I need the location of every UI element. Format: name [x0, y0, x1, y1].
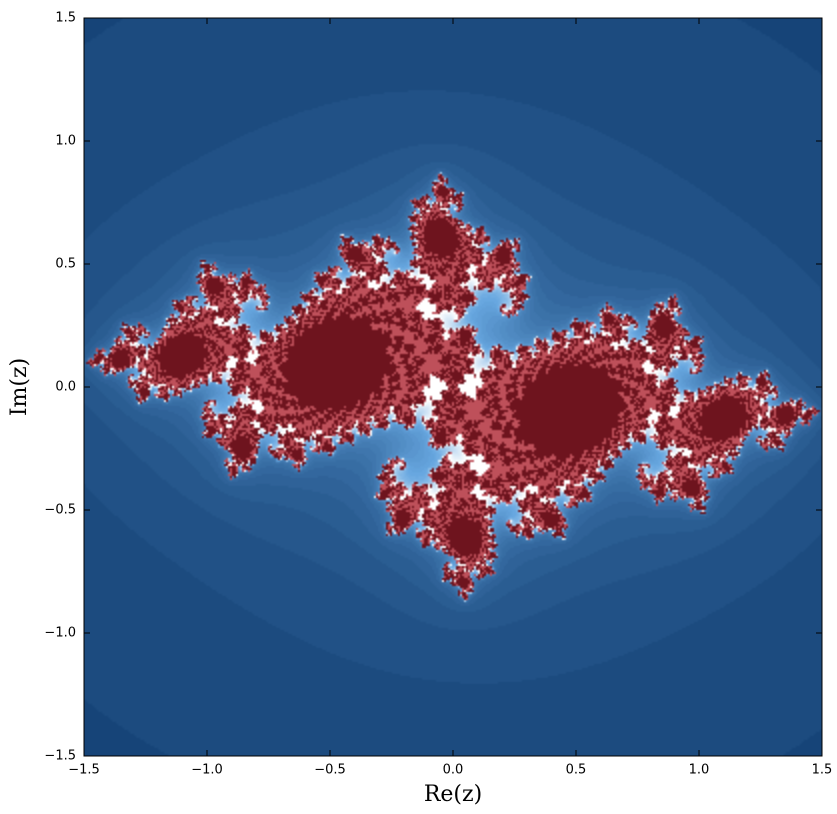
y-tick-label: −0.5 — [44, 503, 76, 518]
y-tick-label: −1.0 — [44, 626, 76, 641]
x-tick-label: −1.0 — [191, 763, 223, 778]
x-tick-label: 1.0 — [689, 763, 710, 778]
y-tick-label: 1.0 — [55, 134, 76, 149]
y-tick-label: 1.5 — [55, 11, 76, 26]
x-axis-label: Re(z) — [424, 782, 482, 807]
x-tick-label: −1.5 — [68, 763, 100, 778]
y-tick-label: 0.5 — [55, 257, 76, 272]
y-tick-label: 0.0 — [55, 380, 76, 395]
x-tick-label: 0.0 — [443, 763, 464, 778]
x-tick-label: 0.5 — [566, 763, 587, 778]
x-tick-label: −0.5 — [314, 763, 346, 778]
y-axis-label: Im(z) — [7, 358, 32, 416]
y-tick-label: −1.5 — [44, 749, 76, 764]
julia-image — [84, 18, 822, 756]
x-tick-label: 1.5 — [812, 763, 833, 778]
